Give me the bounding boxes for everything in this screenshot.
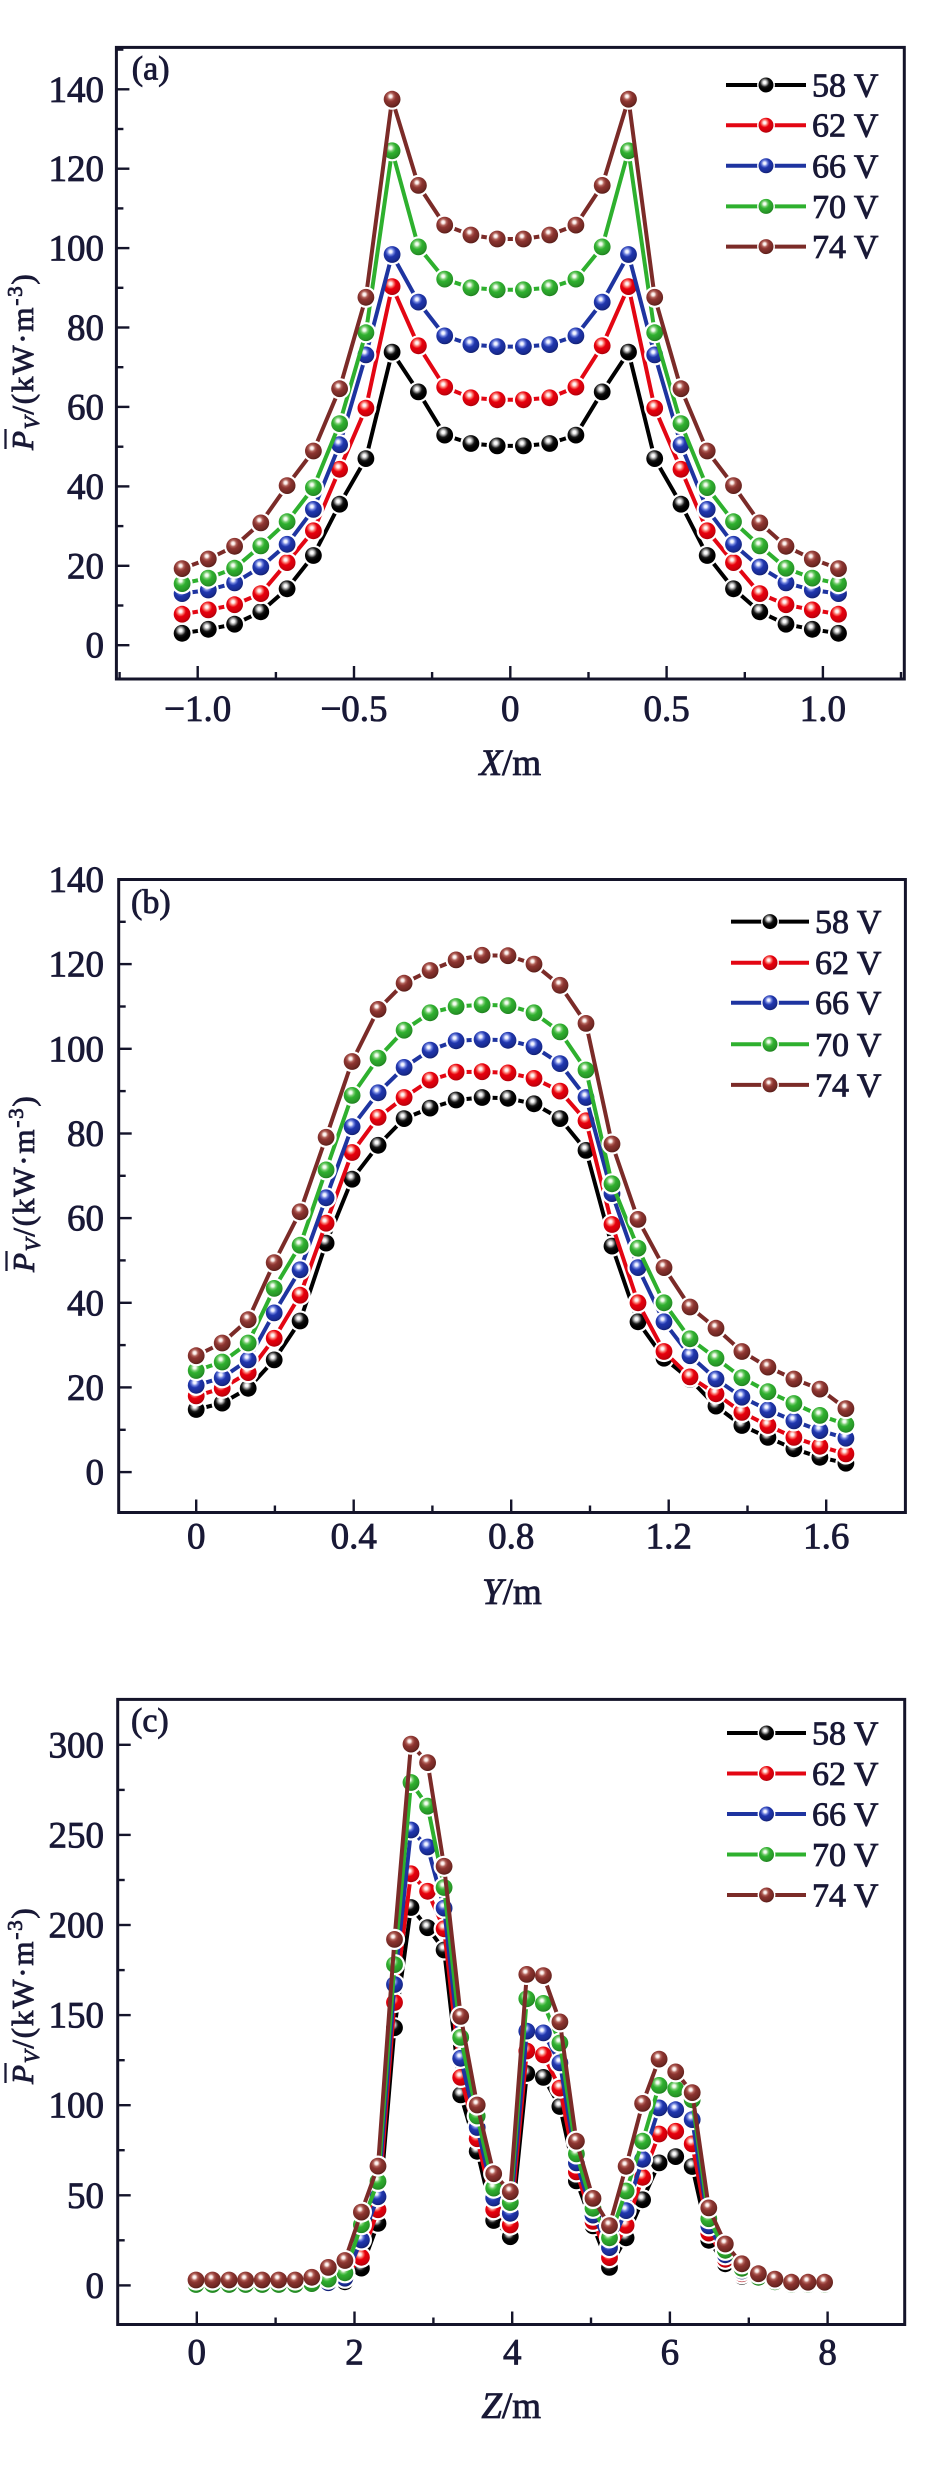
- svg-text:0: 0: [86, 1453, 105, 1494]
- svg-text:(c): (c): [131, 1703, 169, 1740]
- svg-text:−1.0: −1.0: [164, 689, 231, 730]
- svg-text:58 V: 58 V: [812, 1716, 879, 1753]
- svg-text:0.5: 0.5: [643, 689, 689, 730]
- svg-text:Y/m: Y/m: [482, 1572, 542, 1613]
- svg-text:0: 0: [501, 689, 520, 730]
- svg-text:PV/(kW·m-3): PV/(kW·m-3): [3, 1906, 44, 2085]
- svg-text:74 V: 74 V: [812, 1878, 879, 1915]
- svg-text:8: 8: [818, 2333, 837, 2374]
- svg-text:66 V: 66 V: [815, 985, 882, 1022]
- svg-text:120: 120: [49, 945, 105, 986]
- svg-text:100: 100: [49, 2086, 105, 2127]
- svg-text:40: 40: [67, 467, 104, 508]
- svg-text:20: 20: [67, 546, 104, 587]
- svg-text:80: 80: [67, 308, 104, 349]
- svg-text:250: 250: [49, 1815, 105, 1856]
- svg-text:1.2: 1.2: [646, 1517, 692, 1558]
- svg-text:100: 100: [49, 229, 105, 270]
- svg-text:58 V: 58 V: [812, 68, 879, 105]
- svg-text:150: 150: [49, 1996, 105, 2037]
- svg-text:62 V: 62 V: [812, 108, 879, 145]
- svg-text:70 V: 70 V: [812, 1837, 879, 1874]
- svg-text:74 V: 74 V: [812, 229, 879, 266]
- svg-text:66 V: 66 V: [812, 148, 879, 185]
- svg-text:1.0: 1.0: [800, 689, 846, 730]
- svg-text:0: 0: [86, 626, 105, 667]
- svg-text:120: 120: [49, 149, 105, 190]
- svg-text:70 V: 70 V: [812, 189, 879, 226]
- svg-text:58 V: 58 V: [815, 904, 882, 941]
- svg-text:140: 140: [49, 860, 105, 901]
- svg-text:1.6: 1.6: [803, 1517, 849, 1558]
- svg-text:140: 140: [49, 70, 105, 111]
- svg-text:0: 0: [188, 2333, 207, 2374]
- svg-text:200: 200: [49, 1906, 105, 1947]
- svg-text:2: 2: [345, 2333, 364, 2374]
- svg-text:100: 100: [49, 1029, 105, 1070]
- svg-text:60: 60: [67, 387, 104, 428]
- svg-text:0.8: 0.8: [488, 1517, 534, 1558]
- svg-text:PV/(kW·m-3): PV/(kW·m-3): [4, 1094, 45, 1273]
- svg-text:40: 40: [67, 1283, 104, 1324]
- svg-text:62 V: 62 V: [812, 1756, 879, 1793]
- svg-text:0: 0: [187, 1517, 206, 1558]
- svg-text:0.4: 0.4: [331, 1517, 377, 1558]
- svg-text:66 V: 66 V: [812, 1797, 879, 1834]
- svg-text:0: 0: [86, 2266, 105, 2307]
- svg-text:300: 300: [49, 1725, 105, 1766]
- svg-text:80: 80: [67, 1114, 104, 1155]
- svg-text:−0.5: −0.5: [320, 689, 387, 730]
- svg-text:Z/m: Z/m: [481, 2386, 541, 2427]
- svg-text:74 V: 74 V: [815, 1067, 882, 1104]
- svg-text:(b): (b): [131, 884, 171, 921]
- svg-text:PV/(kW·m-3): PV/(kW·m-3): [3, 272, 44, 451]
- svg-text:6: 6: [661, 2333, 680, 2374]
- svg-text:X/m: X/m: [477, 743, 541, 784]
- svg-text:62 V: 62 V: [815, 945, 882, 982]
- svg-text:50: 50: [67, 2176, 104, 2217]
- svg-text:70 V: 70 V: [815, 1027, 882, 1064]
- svg-text:4: 4: [503, 2333, 522, 2374]
- svg-text:60: 60: [67, 1199, 104, 1240]
- svg-text:20: 20: [67, 1368, 104, 1409]
- svg-text:(a): (a): [132, 51, 170, 88]
